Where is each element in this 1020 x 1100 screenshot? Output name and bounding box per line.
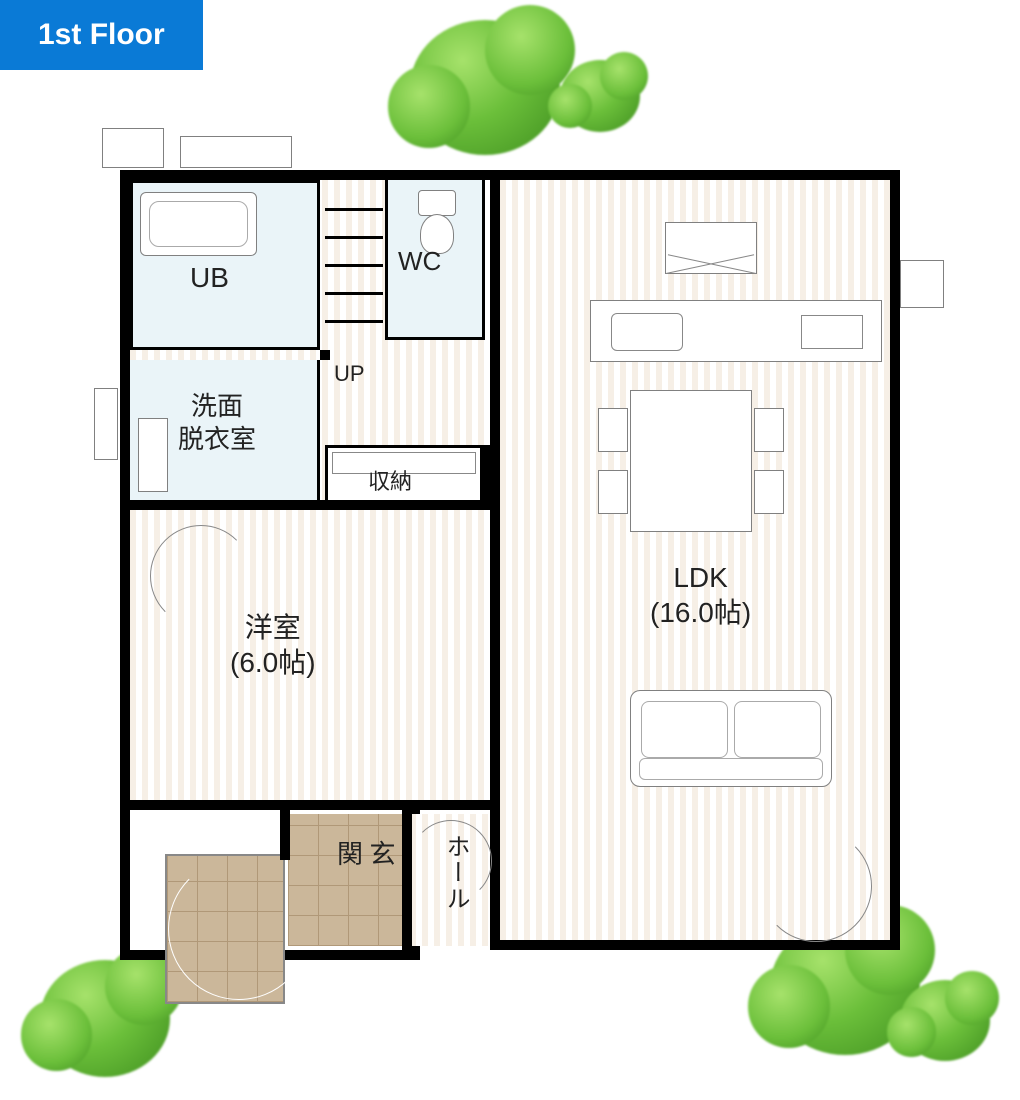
room-label-wc: WC: [398, 245, 441, 278]
room-label-storage: 収納: [368, 468, 412, 496]
rangehood-icon: [665, 222, 757, 274]
tree-decoration: [410, 20, 560, 155]
room-label-western: 洋室 (6.0帖): [230, 610, 316, 680]
window-icon: [900, 260, 944, 308]
chair-icon: [754, 408, 784, 452]
kitchen-counter-icon: [590, 300, 882, 362]
chair-icon: [754, 470, 784, 514]
floor-plan: UB WC UP 洗面 脱衣室 収納 洋室 (6.0帖) LDK (16.0帖)…: [120, 170, 900, 960]
chair-icon: [598, 408, 628, 452]
tree-decoration: [900, 980, 990, 1061]
room-label-genkan: 玄 関: [332, 840, 397, 866]
tree-decoration: [560, 60, 640, 132]
tree-decoration: [40, 960, 170, 1077]
room-label-ub: UB: [190, 260, 229, 295]
chair-icon: [598, 470, 628, 514]
sofa-icon: [630, 690, 832, 787]
room-label-washroom: 洗面 脱衣室: [178, 390, 256, 455]
window-icon: [94, 388, 118, 460]
bathtub-icon: [140, 192, 257, 256]
washbasin-icon: [138, 418, 168, 492]
ac-unit-icon: [102, 128, 164, 168]
dining-table-icon: [630, 390, 752, 532]
toilet-icon: [418, 190, 456, 216]
floor-badge: 1st Floor: [0, 0, 203, 70]
stair-label-up: UP: [334, 360, 365, 388]
room-label-hall: ホール: [440, 834, 470, 912]
ac-unit-icon: [180, 136, 292, 168]
room-label-ldk: LDK (16.0帖): [650, 560, 751, 630]
